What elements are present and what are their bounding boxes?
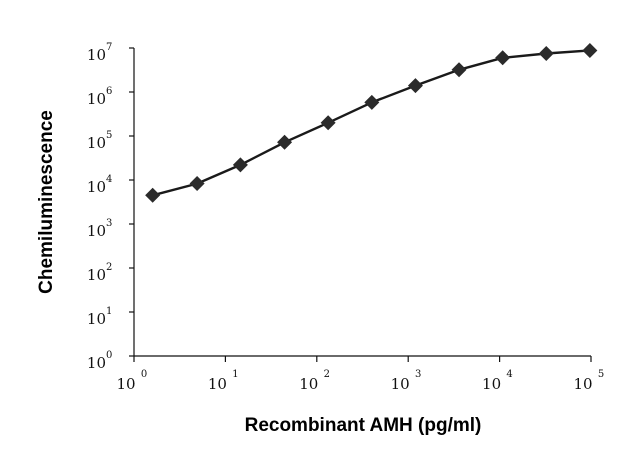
data-point: [451, 62, 467, 78]
data-point: [364, 94, 380, 110]
data-point: [495, 50, 511, 66]
x-tick-label: 10: [573, 375, 592, 393]
x-tick-exponent: 5: [598, 369, 604, 380]
x-tick-label: 10: [391, 375, 410, 393]
y-tick-label: 10: [87, 354, 106, 372]
data-markers: [145, 42, 598, 203]
y-tick-label: 10: [87, 90, 106, 108]
y-tick-exponent: 3: [106, 218, 112, 229]
y-tick-label: 10: [87, 178, 106, 196]
x-tick-exponent: 1: [232, 369, 238, 380]
y-tick-exponent: 0: [106, 350, 112, 361]
x-tick-exponent: 2: [324, 369, 330, 380]
x-ticks: 10 0 10 1 10 2 10 3 10 4 10 5: [116, 356, 604, 393]
y-axis-title: Chemiluminescence: [36, 110, 57, 294]
data-point: [277, 134, 293, 150]
y-tick-exponent: 7: [106, 42, 112, 53]
data-point: [189, 176, 205, 192]
y-tick-label: 10: [87, 222, 106, 240]
y-tick-exponent: 6: [106, 86, 112, 97]
x-tick-label: 10: [208, 375, 227, 393]
y-tick-label: 10: [87, 46, 106, 64]
x-tick-label: 10: [299, 375, 318, 393]
data-point: [538, 45, 554, 61]
y-tick-label: 10: [87, 310, 106, 328]
data-point: [145, 187, 161, 203]
data-point: [232, 157, 248, 173]
y-tick-label: 10: [87, 266, 106, 284]
y-tick-exponent: 1: [106, 306, 112, 317]
y-tick-exponent: 4: [106, 174, 112, 185]
series-line: [151, 49, 592, 197]
x-axis-title: Recombinant AMH (pg/ml): [245, 415, 482, 436]
y-tick-exponent: 2: [106, 262, 112, 273]
x-tick-exponent: 3: [415, 369, 421, 380]
y-tick-label: 10: [87, 134, 106, 152]
x-tick-exponent: 0: [141, 369, 147, 380]
x-tick-label: 10: [116, 375, 135, 393]
data-point: [582, 42, 598, 58]
y-tick-exponent: 5: [106, 130, 112, 141]
x-tick-exponent: 4: [506, 369, 512, 380]
data-point: [407, 78, 423, 94]
data-point: [320, 115, 336, 131]
x-tick-label: 10: [482, 375, 501, 393]
